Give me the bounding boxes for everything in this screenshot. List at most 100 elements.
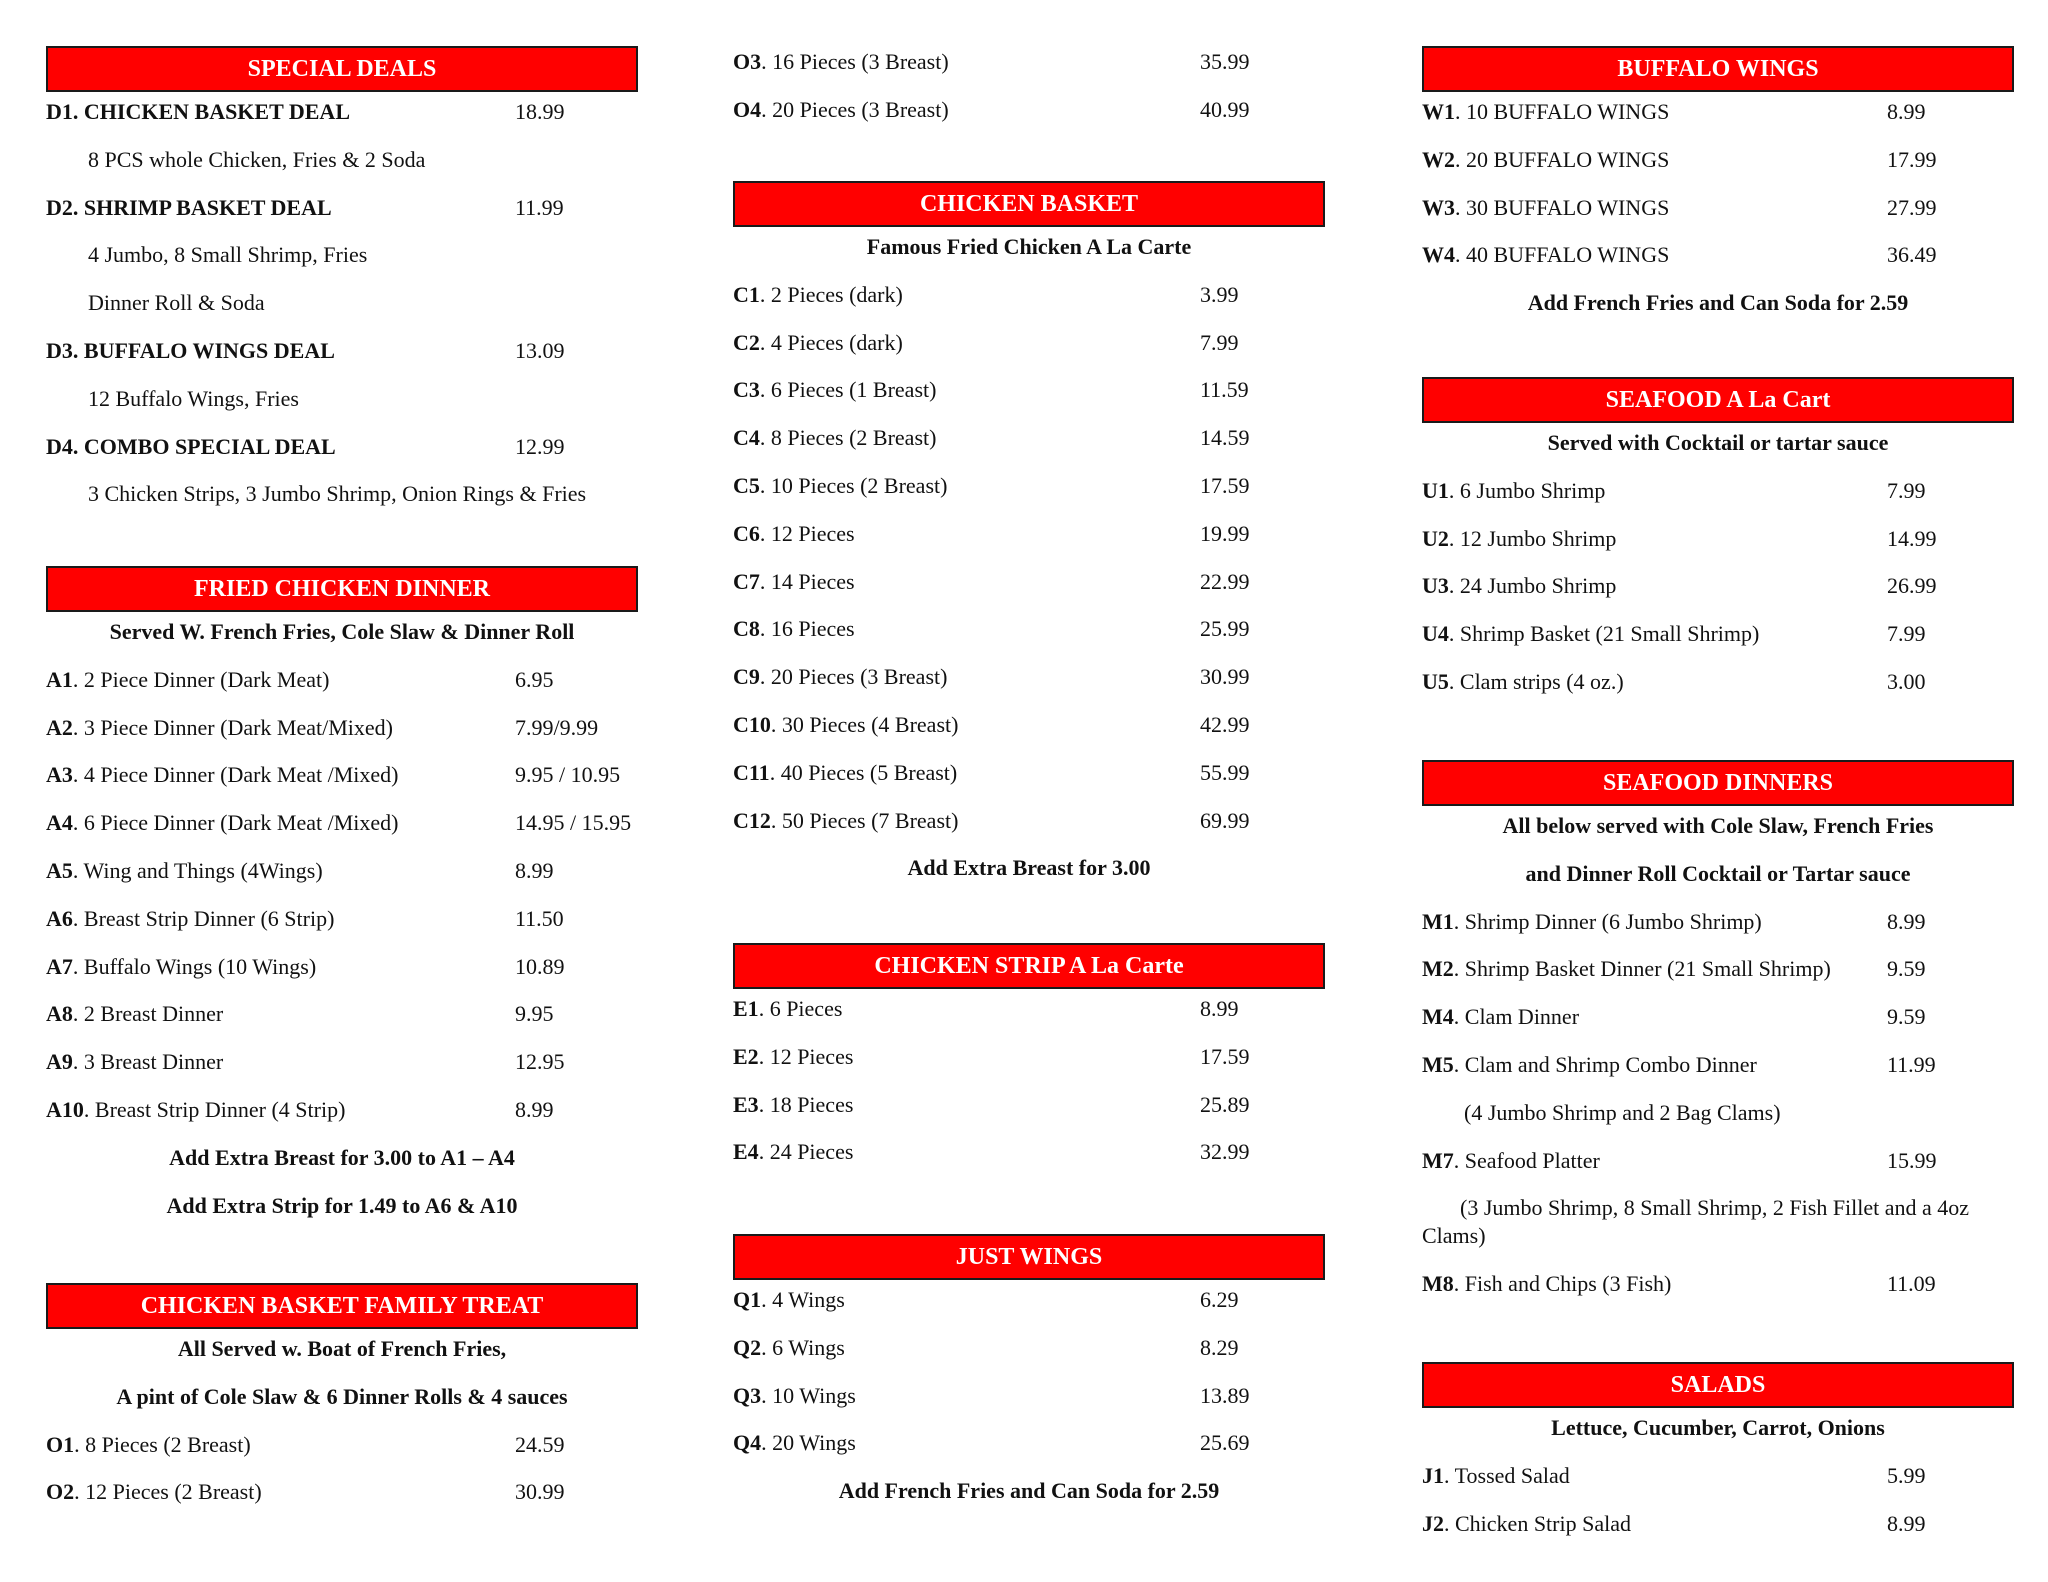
- item-price: 22.99: [1200, 568, 1250, 594]
- item-separator: .: [1455, 146, 1466, 172]
- item-price: 12.95: [515, 1049, 565, 1075]
- item-separator: .: [74, 1479, 86, 1505]
- item-price: 36.49: [1887, 242, 1937, 268]
- menu-item: W4. 40 BUFFALO WINGS 36.49: [1422, 231, 2014, 279]
- item-code: M7: [1422, 1147, 1454, 1173]
- menu-item: W2. 20 BUFFALO WINGS 17.99: [1422, 136, 2014, 184]
- item-code: D2: [46, 194, 73, 220]
- section-buffalo-wings: BUFFALO WINGS W1. 10 BUFFALO WINGS 8.99 W2.…: [1422, 46, 2014, 327]
- item-name: Buffalo Wings (10 Wings): [83, 953, 317, 979]
- item-price: 15.99: [1887, 1147, 1937, 1173]
- item-separator: .: [761, 1287, 773, 1312]
- item-name: 2 Piece Dinner (Dark Meat): [83, 666, 330, 692]
- item-name: Clam Dinner: [1464, 1004, 1580, 1030]
- item-name: 14 Pieces: [770, 568, 855, 594]
- item-name: Breast Strip Dinner (4 Strip): [94, 1096, 346, 1122]
- item-price: 11.50: [515, 905, 564, 931]
- item-separator: .: [759, 425, 771, 451]
- menu-item: M4. Clam Dinner 9.59: [1422, 993, 2014, 1041]
- item-separator: .: [761, 1334, 773, 1360]
- section-subtitle: Famous Fried Chicken A La Carte: [866, 234, 1192, 259]
- item-price: 9.59: [1887, 956, 1926, 982]
- item-price: 6.29: [1200, 1287, 1239, 1312]
- item-name: Shrimp Basket Dinner (21 Small Shrimp): [1464, 956, 1831, 982]
- item-code: D4: [46, 433, 73, 459]
- item-separator: .: [758, 996, 770, 1021]
- item-separator: .: [1444, 1462, 1455, 1488]
- item-code: E1: [733, 996, 759, 1021]
- item-description: 12 Buffalo Wings, Fries: [88, 385, 299, 411]
- menu-item: A1. 2 Piece Dinner (Dark Meat) 6.95: [46, 656, 638, 704]
- item-name: 3 Breast Dinner: [83, 1049, 224, 1075]
- menu-item: C12. 50 Pieces (7 Breast) 69.99: [733, 797, 1325, 845]
- item-description: 4 Jumbo, 8 Small Shrimp, Fries: [88, 242, 368, 268]
- item-price: 25.99: [1200, 616, 1250, 642]
- item-price: 8.99: [1887, 908, 1926, 934]
- menu-item: O4. 20 Pieces (3 Breast) 40.99: [733, 86, 1325, 134]
- item-separator: .: [72, 433, 84, 459]
- item-price: 7.99: [1887, 477, 1926, 503]
- menu-note: Add Extra Strip for 1.49 to A6 & A10: [166, 1192, 518, 1218]
- section-header: SALADS: [1422, 1362, 2014, 1408]
- item-price: 12.99: [515, 433, 565, 459]
- item-code: Q2: [733, 1334, 762, 1360]
- item-separator: .: [72, 953, 84, 979]
- item-separator: .: [1448, 525, 1460, 551]
- item-price: 26.99: [1887, 573, 1937, 599]
- item-code: O1: [46, 1431, 75, 1457]
- section-chicken-strip-a-la-carte: CHICKEN STRIP A La Carte E1. 6 Pieces 8.99…: [733, 943, 1325, 1176]
- section-chicken-basket-family-treat: CHICKEN BASKET FAMILY TREAT All Served w.…: [46, 1283, 638, 1516]
- menu-item: A4. 6 Piece Dinner (Dark Meat /Mixed) 14.…: [46, 799, 638, 847]
- menu-item: C5. 10 Pieces (2 Breast) 17.59: [733, 462, 1325, 510]
- item-price: 11.99: [1887, 1051, 1936, 1077]
- menu-item: M2. Shrimp Basket Dinner (21 Small Shrim…: [1422, 945, 2014, 993]
- section-header: CHICKEN STRIP A La Carte: [733, 943, 1325, 989]
- item-separator: .: [1448, 621, 1460, 647]
- item-code: C12: [733, 807, 771, 833]
- item-separator: .: [1453, 1271, 1465, 1297]
- menu-item: D1. CHICKEN BASKET DEAL 18.99: [46, 88, 638, 136]
- menu-item: M5. Clam and Shrimp Combo Dinner 11.99: [1422, 1041, 2014, 1089]
- item-price: 42.99: [1200, 711, 1250, 737]
- item-separator: .: [83, 1096, 95, 1122]
- section-continued: O3. 16 Pieces (3 Breast) 35.99 O4. 20 Piec…: [733, 38, 1325, 134]
- item-name: Seafood Platter: [1464, 1147, 1600, 1173]
- menu-item: D4. COMBO SPECIAL DEAL 12.99: [46, 423, 638, 471]
- section-subtitle: Served with Cocktail or tartar sauce: [1547, 430, 1889, 455]
- item-price: 8.99: [1887, 99, 1926, 124]
- item-name: 6 Jumbo Shrimp: [1459, 477, 1606, 503]
- item-price: 8.99: [1887, 1510, 1926, 1536]
- item-separator: .: [72, 905, 84, 931]
- item-price: 7.99/9.99: [515, 714, 599, 740]
- item-name: Tossed Salad: [1454, 1462, 1570, 1488]
- item-code: Q1: [733, 1287, 762, 1312]
- menu-note: Add Extra Breast for 3.00: [907, 855, 1151, 881]
- item-separator: .: [72, 1049, 84, 1075]
- item-separator: .: [1453, 908, 1465, 934]
- item-code: C5: [733, 472, 760, 498]
- item-code: C6: [733, 520, 760, 546]
- item-separator: .: [72, 714, 84, 740]
- menu-item: Q2. 6 Wings 8.29: [733, 1324, 1325, 1372]
- section-header: SEAFOOD DINNERS: [1422, 760, 2014, 806]
- item-price: 11.59: [1200, 377, 1249, 403]
- item-price: 8.29: [1200, 1334, 1239, 1360]
- item-price: 14.99: [1887, 525, 1937, 551]
- item-price: 3.00: [1887, 668, 1926, 694]
- item-code: A7: [46, 953, 73, 979]
- item-separator: .: [758, 1043, 770, 1069]
- item-price: 3.99: [1200, 281, 1239, 307]
- item-name: 8 Pieces (2 Breast): [770, 425, 937, 451]
- item-separator: .: [759, 472, 771, 498]
- item-name: 6 Wings: [772, 1334, 845, 1360]
- item-name: 20 Pieces (3 Breast): [772, 96, 949, 122]
- item-price: 10.89: [515, 953, 565, 979]
- item-separator: .: [72, 99, 84, 124]
- menu-item: C4. 8 Pieces (2 Breast) 14.59: [733, 414, 1325, 462]
- item-price: 27.99: [1887, 194, 1937, 220]
- item-separator: .: [1448, 573, 1460, 599]
- item-separator: .: [759, 568, 771, 594]
- menu-item: E1. 6 Pieces 8.99: [733, 985, 1325, 1033]
- item-code: A5: [46, 857, 73, 883]
- item-name: 6 Pieces: [769, 996, 843, 1021]
